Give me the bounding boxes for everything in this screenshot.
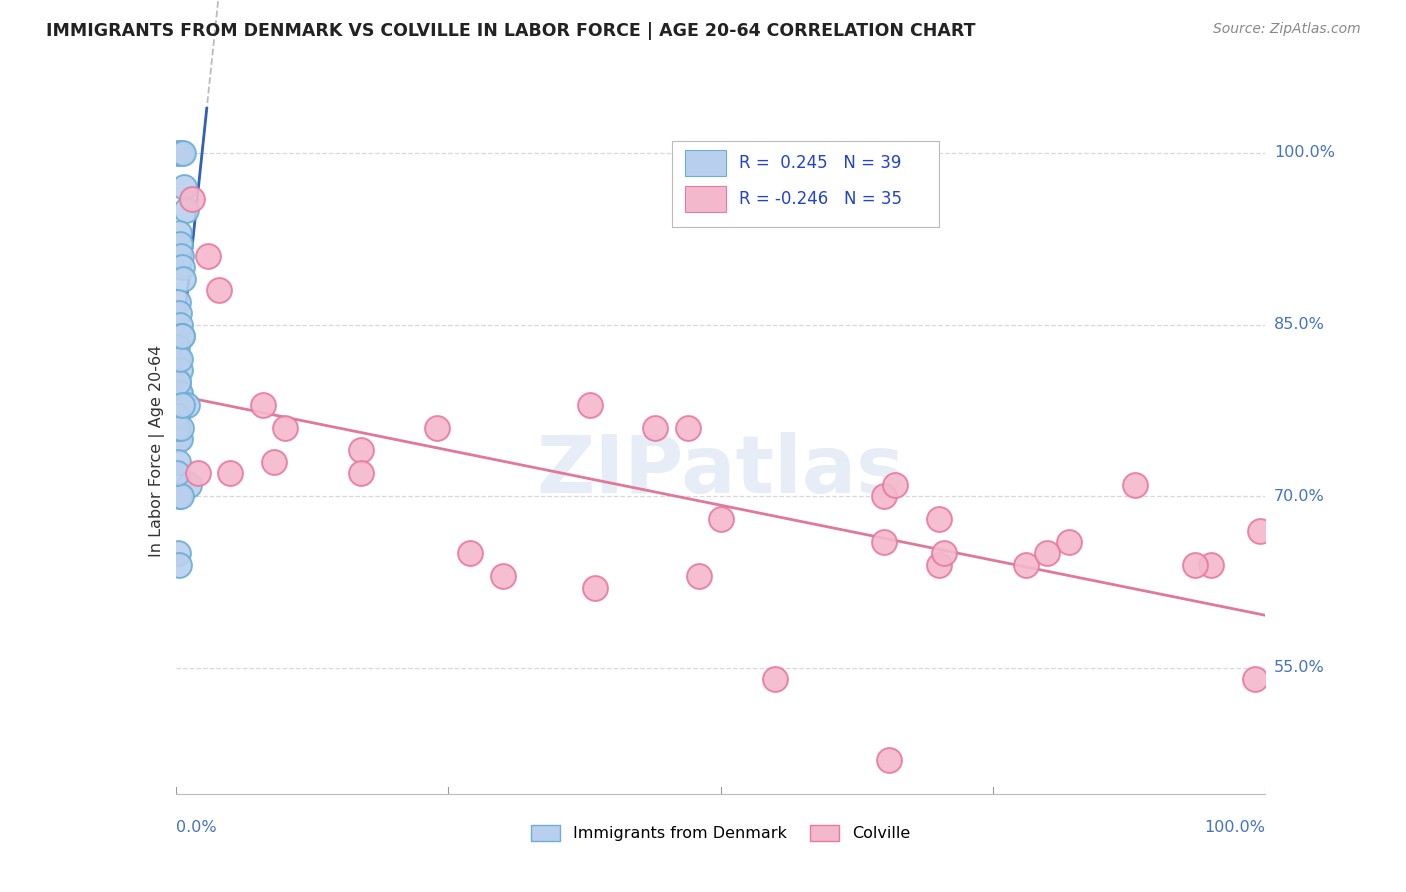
Point: [167, 375, 190, 389]
FancyBboxPatch shape: [672, 141, 939, 227]
Text: Source: ZipAtlas.com: Source: ZipAtlas.com: [1213, 22, 1361, 37]
Point: [579, 398, 602, 412]
Point: [710, 512, 733, 526]
Point: [208, 283, 231, 297]
Point: [763, 673, 786, 687]
Point: [174, 203, 197, 218]
Point: [583, 581, 606, 595]
Point: [181, 192, 204, 206]
Point: [172, 260, 194, 275]
Y-axis label: In Labor Force | Age 20-64: In Labor Force | Age 20-64: [149, 344, 165, 557]
Point: [169, 386, 191, 401]
Point: [167, 351, 190, 366]
Text: ZIPatlas: ZIPatlas: [537, 432, 904, 510]
Point: [170, 398, 193, 412]
Point: [166, 145, 188, 160]
Point: [219, 467, 242, 481]
Point: [167, 294, 190, 309]
Point: [173, 180, 195, 194]
Point: [166, 467, 188, 481]
Point: [169, 351, 191, 366]
Text: 70.0%: 70.0%: [1274, 489, 1324, 504]
Point: [167, 420, 190, 434]
Point: [688, 569, 710, 583]
FancyBboxPatch shape: [685, 186, 725, 212]
Point: [170, 329, 193, 343]
Point: [166, 340, 188, 354]
Point: [350, 467, 373, 481]
Point: [1036, 546, 1059, 561]
Legend: Immigrants from Denmark, Colville: Immigrants from Denmark, Colville: [524, 818, 917, 847]
Point: [167, 375, 190, 389]
Point: [873, 489, 896, 503]
Point: [644, 420, 666, 434]
Text: R =  0.245   N = 39: R = 0.245 N = 39: [740, 153, 901, 171]
Point: [167, 306, 190, 320]
Point: [176, 398, 198, 412]
Point: [1059, 535, 1081, 549]
Text: IMMIGRANTS FROM DENMARK VS COLVILLE IN LABOR FORCE | AGE 20-64 CORRELATION CHART: IMMIGRANTS FROM DENMARK VS COLVILLE IN L…: [46, 22, 976, 40]
Point: [197, 249, 219, 263]
Point: [166, 409, 188, 424]
FancyBboxPatch shape: [685, 150, 725, 176]
Point: [676, 420, 699, 434]
Point: [879, 752, 901, 766]
Point: [263, 455, 285, 469]
Point: [166, 420, 188, 434]
Text: 100.0%: 100.0%: [1274, 145, 1336, 161]
Point: [177, 478, 200, 492]
Point: [169, 432, 191, 446]
Point: [169, 318, 191, 332]
Text: 55.0%: 55.0%: [1274, 660, 1324, 675]
Point: [186, 467, 209, 481]
Point: [1243, 673, 1265, 687]
Point: [426, 420, 449, 434]
Point: [170, 249, 193, 263]
Point: [1015, 558, 1038, 572]
Point: [172, 329, 194, 343]
Point: [172, 271, 194, 285]
Text: 85.0%: 85.0%: [1274, 317, 1324, 332]
Text: R = -0.246   N = 35: R = -0.246 N = 35: [740, 190, 903, 208]
Point: [873, 535, 896, 549]
Point: [274, 420, 297, 434]
Point: [169, 420, 191, 434]
Point: [172, 329, 194, 343]
Point: [167, 546, 190, 561]
Point: [458, 546, 481, 561]
Point: [492, 569, 515, 583]
Point: [1123, 478, 1146, 492]
Point: [1184, 558, 1206, 572]
Point: [1199, 558, 1222, 572]
Point: [932, 546, 955, 561]
Point: [167, 455, 190, 469]
Point: [252, 398, 274, 412]
Point: [169, 237, 191, 252]
Text: 100.0%: 100.0%: [1205, 820, 1265, 835]
Point: [350, 443, 373, 458]
Text: 0.0%: 0.0%: [176, 820, 217, 835]
Point: [167, 432, 190, 446]
Point: [172, 145, 194, 160]
Point: [1249, 524, 1271, 538]
Point: [170, 489, 193, 503]
Point: [928, 558, 950, 572]
Point: [928, 512, 950, 526]
Point: [167, 386, 190, 401]
Point: [167, 489, 190, 503]
Point: [167, 226, 190, 240]
Point: [167, 558, 190, 572]
Point: [170, 145, 193, 160]
Point: [169, 363, 191, 377]
Point: [884, 478, 907, 492]
